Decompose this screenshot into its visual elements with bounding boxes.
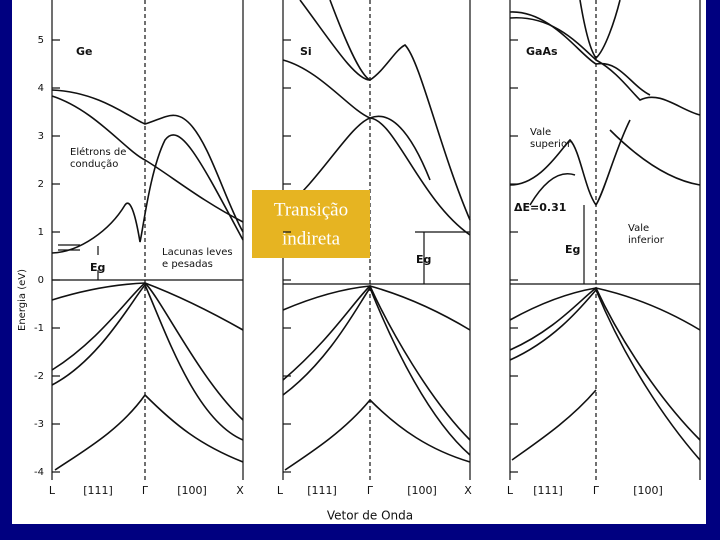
gaas-bands — [509, 0, 701, 461]
x-tick-label: [100] — [177, 484, 207, 497]
x-tick-label: [100] — [407, 484, 437, 497]
y-tick-label: -3 — [34, 419, 44, 430]
y-tick-label: -2 — [34, 371, 44, 382]
axes — [51, 0, 701, 480]
ge-bands — [51, 89, 244, 471]
eg-label: Eg — [565, 243, 580, 256]
y-tick-label: 5 — [38, 35, 44, 46]
x-tick-label: [100] — [633, 484, 663, 497]
annotation: Vale — [530, 127, 551, 138]
x-tick-label: [111] — [533, 484, 563, 497]
transition-label: Transição — [274, 199, 348, 220]
eg-arrows — [58, 205, 585, 284]
x-tick-label: L — [49, 484, 56, 497]
annotation: condução — [70, 159, 118, 170]
annotation: Vale — [628, 223, 649, 234]
figure — [12, 0, 706, 524]
x-tick-label: Γ — [593, 484, 600, 497]
annotation: superior — [530, 139, 572, 150]
transition-box — [252, 190, 370, 258]
y-tick-label: 2 — [38, 179, 44, 190]
panel-name: Ge — [76, 45, 93, 58]
x-tick-label: Γ — [142, 484, 149, 497]
y-axis-label: Energia (eV) — [17, 269, 28, 331]
annotation: Lacunas leves — [162, 247, 233, 258]
x-tick-label: [111] — [307, 484, 337, 497]
annotation: e pesadas — [162, 259, 213, 270]
x-tick-label: L — [507, 484, 514, 497]
si-bands — [282, 0, 471, 471]
x-axis-label: Vetor de Onda — [327, 509, 413, 523]
x-tick-label: X — [236, 484, 244, 497]
panel-name: Si — [300, 45, 312, 58]
y-tick-label: -1 — [34, 323, 44, 334]
y-tick-label: 4 — [38, 83, 44, 94]
eg-label: Eg — [416, 253, 431, 266]
y-tick-label: -4 — [34, 467, 44, 478]
texts: Energia (eV) Ge Si GaAs Eg Eg Eg Elétron… — [17, 45, 665, 523]
y-tick-label: 3 — [38, 131, 44, 142]
y-tick-label: 0 — [38, 275, 44, 286]
panel-name: GaAs — [526, 45, 558, 58]
x-tick-label: Γ — [367, 484, 374, 497]
x-tick-label: X — [464, 484, 472, 497]
annotation: Elétrons de — [70, 146, 126, 158]
x-tick-label: [111] — [83, 484, 113, 497]
eg-label: Eg — [90, 261, 105, 274]
transition-label: indireta — [282, 228, 341, 249]
annotation: ΔE=0.31 — [514, 201, 566, 214]
annotation: inferior — [628, 235, 665, 246]
y-tick-label: 1 — [38, 227, 44, 238]
x-tick-label: L — [277, 484, 284, 497]
